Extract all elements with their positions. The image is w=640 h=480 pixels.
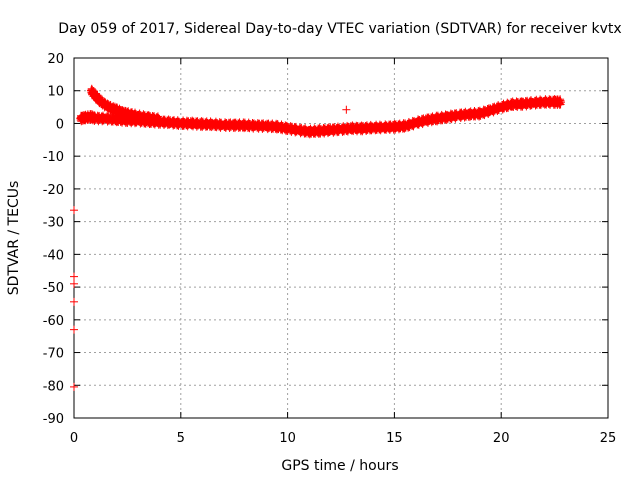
y-axis-label: SDTVAR / TECUs — [6, 181, 22, 296]
axis-ticks: 20 10 0 -10 -20 -30 -40 -50 -60 -70 -80 -90 0 5 10 15 20… — [43, 52, 617, 446]
y-tick-label: -80 — [43, 379, 64, 394]
data-point — [70, 272, 78, 281]
data-point — [70, 325, 78, 334]
data-point — [70, 297, 78, 306]
y-tick-label: 10 — [47, 85, 64, 100]
data-point — [155, 115, 164, 124]
x-tick-label: 5 — [177, 431, 185, 446]
data-marks — [70, 84, 566, 391]
data-point — [70, 382, 78, 391]
y-tick-label: 0 — [56, 117, 64, 132]
y-tick-label: -30 — [43, 216, 64, 231]
data-point — [70, 279, 78, 288]
y-tick-label: -10 — [43, 150, 64, 165]
x-tick-label: 25 — [600, 431, 617, 446]
data-point — [342, 105, 351, 114]
chart-title: Day 059 of 2017, Sidereal Day-to-day VTE… — [58, 21, 621, 37]
y-tick-label: -20 — [43, 183, 64, 198]
y-tick-label: -40 — [43, 248, 64, 263]
y-tick-label: 20 — [47, 52, 64, 67]
data-point — [557, 98, 566, 107]
y-tick-label: -50 — [43, 281, 64, 296]
plot-frame — [73, 57, 609, 419]
x-tick-label: 10 — [279, 431, 296, 446]
y-tick-label: -70 — [43, 347, 64, 362]
y-tick-label: -60 — [43, 314, 64, 329]
y-tick-label: -90 — [43, 412, 64, 427]
data-point — [70, 206, 78, 215]
x-axis-label: GPS time / hours — [281, 458, 398, 474]
x-tick-label: 0 — [70, 431, 78, 446]
x-tick-label: 15 — [386, 431, 403, 446]
x-tick-label: 20 — [493, 431, 510, 446]
data-point — [154, 114, 163, 123]
grid-lines — [73, 57, 609, 419]
